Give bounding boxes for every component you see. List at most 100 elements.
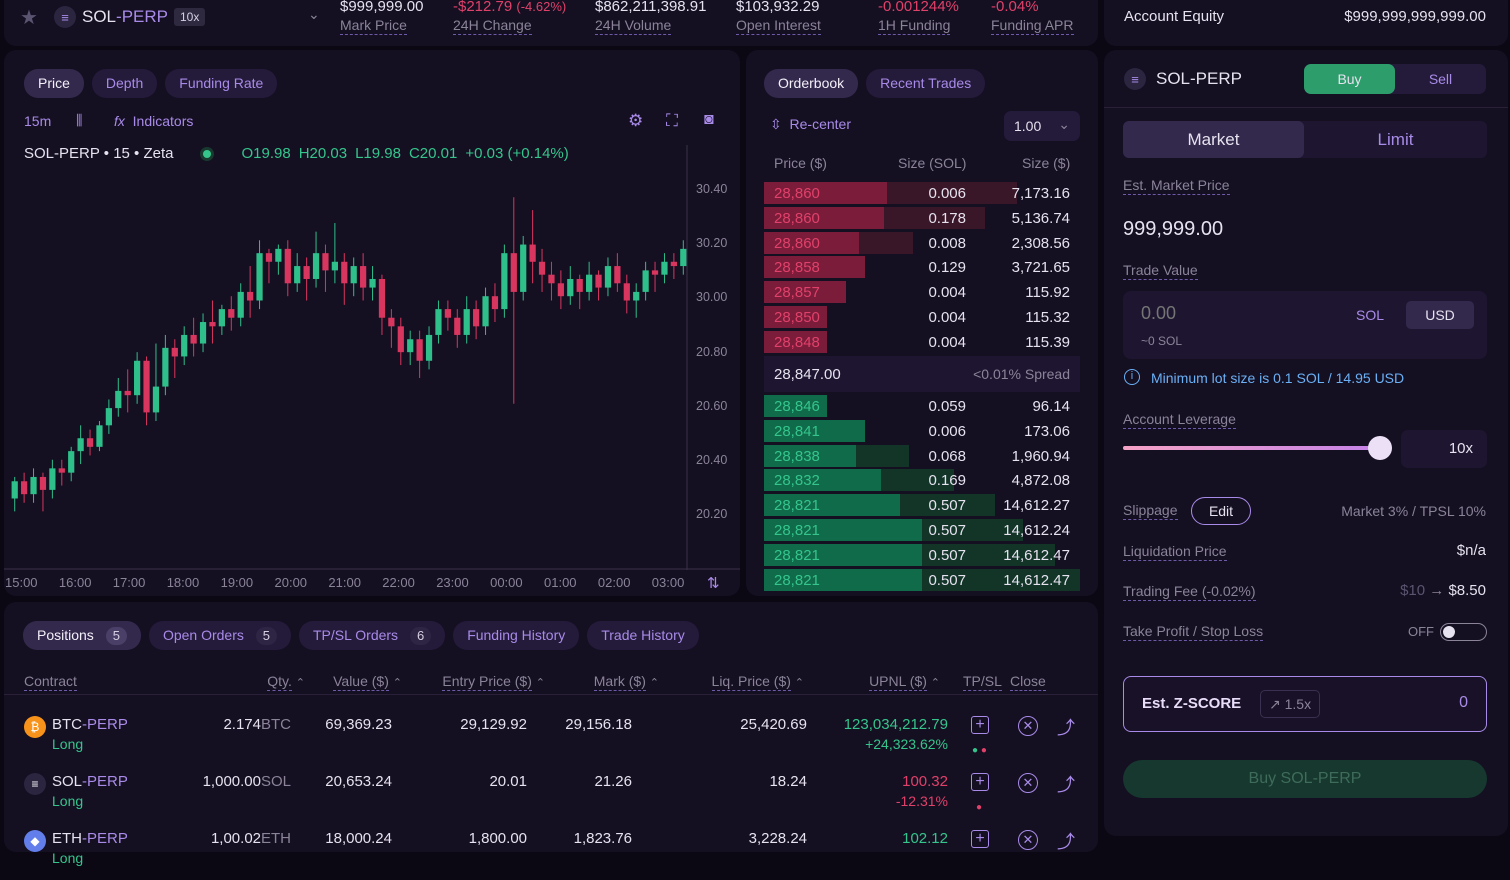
order-type-toggle: Market Limit	[1123, 121, 1487, 158]
fullscreen-icon[interactable]: ⛶	[666, 111, 678, 130]
star-icon[interactable]: ★	[20, 7, 38, 29]
ask-row[interactable]: 28,860 0.006 7,173.16	[764, 182, 1080, 206]
indicators-button[interactable]: fx Indicators	[114, 113, 194, 129]
x-tick-label: 01:00	[544, 575, 577, 590]
ask-row[interactable]: 28,860 0.178 5,136.74	[764, 206, 1080, 231]
tab-open-orders[interactable]: Open Orders 5	[148, 621, 291, 650]
candle-body	[397, 326, 404, 353]
column-header[interactable]: Entry Price ($) ⌃	[442, 673, 545, 691]
candle-type-icon[interactable]: ⫼	[76, 112, 83, 128]
column-header: Contract	[24, 673, 77, 691]
tick-size-select[interactable]: 1.00 ⌄	[1004, 111, 1080, 141]
position-qty: 1,000.00SOL	[202, 773, 291, 790]
candle-body	[247, 291, 254, 301]
tab-funding-history[interactable]: Funding History	[453, 621, 580, 650]
share-icon[interactable]: ⤴	[1057, 718, 1075, 738]
candle-body	[275, 248, 282, 262]
stat-1h-funding[interactable]: -0.001244% 1H Funding	[878, 0, 959, 35]
position-row[interactable]: ◆ ETH-PERP Long 1,00.02ETH 18,000.24 1,8…	[4, 830, 1098, 880]
settings-icon[interactable]: ⚙	[628, 111, 644, 130]
market-tab[interactable]: Market	[1123, 121, 1304, 158]
candlestick-chart[interactable]: 30.40 30.20 30.00 20.80 20.60 20.40 20.20 15:00…	[4, 50, 740, 596]
leverage-slider[interactable]	[1123, 436, 1392, 460]
stat-24h-volume[interactable]: $862,211,398.91 24H Volume	[595, 0, 707, 35]
sell-tab[interactable]: Sell	[1428, 71, 1453, 87]
column-header[interactable]: Value ($) ⌃	[333, 673, 402, 691]
bid-row[interactable]: 28,841 0.006 173.06	[764, 419, 1080, 444]
stat-24h-change[interactable]: -$212.79 (-4.62%) 24H Change	[453, 0, 566, 35]
add-tpsl-icon[interactable]: +	[971, 830, 989, 848]
tab-tp-sl-orders[interactable]: TP/SL Orders 6	[299, 621, 446, 650]
trade-value-input[interactable]	[1141, 303, 1321, 324]
bid-row[interactable]: 28,821 0.507 14,612.24	[764, 519, 1080, 543]
submit-buy-button[interactable]: Buy SOL-PERP	[1123, 760, 1487, 798]
candle-body	[134, 360, 141, 396]
bid-row[interactable]: 28,838 0.068 1,960.94	[764, 444, 1080, 469]
leverage-slider-handle[interactable]	[1367, 436, 1392, 460]
bid-row[interactable]: 28,821 0.507 14,612.47	[764, 543, 1080, 568]
stat-mark-price[interactable]: $999,999.00 Mark Price	[340, 0, 423, 35]
tab-price[interactable]: Price	[24, 69, 84, 98]
positions-panel: Positions 5 Open Orders 5 TP/SL Orders 6 Fu…	[4, 602, 1098, 852]
tab-depth[interactable]: Depth	[91, 69, 158, 98]
unit-usd-toggle[interactable]: USD	[1406, 301, 1474, 329]
limit-tab[interactable]: Limit	[1377, 130, 1414, 149]
share-icon[interactable]: ⤴	[1057, 832, 1075, 852]
bid-row[interactable]: 28,832 0.169 4,872.08	[764, 469, 1080, 493]
column-header[interactable]: Liq. Price ($) ⌃	[711, 673, 804, 691]
tab-orderbook[interactable]: Orderbook	[764, 69, 859, 98]
order-size-usd: 96.14	[1032, 398, 1070, 415]
est-market-price-value: 999,999.00	[1123, 218, 1224, 240]
recenter-button[interactable]: ⇳ Re-center	[770, 116, 851, 132]
leverage-value[interactable]: 10x	[1401, 430, 1487, 468]
btc-logo-icon: ₿	[24, 716, 46, 738]
bid-row[interactable]: 28,846 0.059 96.14	[764, 395, 1080, 419]
close-position-icon[interactable]: ✕	[1018, 773, 1038, 793]
tpsl-toggle[interactable]	[1440, 623, 1487, 641]
interval-selector[interactable]: 15m	[24, 113, 52, 129]
camera-icon[interactable]: ◙	[704, 111, 714, 128]
ask-row[interactable]: 28,857 0.004 115.92	[764, 281, 1080, 305]
bid-row[interactable]: 28,821 0.507 14,612.47	[764, 568, 1080, 593]
market-selector[interactable]: ≡ SOL-PERP 10x	[54, 6, 206, 28]
position-row[interactable]: ≡ SOL-PERP Long 1,000.00SOL 20,653.24 20…	[4, 773, 1098, 823]
ask-row[interactable]: 28,850 0.004 115.32	[764, 306, 1080, 330]
ask-row[interactable]: 28,860 0.008 2,308.56	[764, 231, 1080, 256]
zscore-box: Est. Z-SCORE ↗ 1.5x 0	[1123, 676, 1487, 732]
candle-body	[105, 408, 112, 426]
bid-row[interactable]: 28,821 0.507 14,612.27	[764, 494, 1080, 518]
ask-row[interactable]: 28,848 0.004 115.39	[764, 330, 1080, 355]
min-lot-notice: Minimum lot size is 0.1 SOL / 14.95 USD	[1151, 370, 1405, 386]
market-header: ★ ≡ SOL-PERP 10x ⌄ $999,999.00 Mark Price…	[4, 0, 1098, 46]
slippage-edit-button[interactable]: Edit	[1191, 497, 1251, 525]
est-market-price-label: Est. Market Price	[1123, 177, 1230, 195]
stat-funding-apr[interactable]: -0.04% Funding APR	[991, 0, 1074, 35]
share-icon[interactable]: ⤴	[1057, 775, 1075, 795]
order-size-usd: 115.39	[1025, 333, 1070, 351]
chevron-down-icon[interactable]: ⌄	[308, 6, 320, 22]
close-position-icon[interactable]: ✕	[1018, 830, 1038, 850]
column-header[interactable]: UPNL ($) ⌃	[869, 673, 940, 691]
column-header[interactable]: Qty. ⌃	[267, 673, 305, 691]
tab-recent-trades[interactable]: Recent Trades	[866, 69, 986, 98]
add-tpsl-icon[interactable]: +	[971, 773, 989, 791]
candle-body	[58, 468, 65, 473]
order-price: 28,832	[774, 472, 820, 490]
tab-trade-history[interactable]: Trade History	[587, 621, 699, 650]
add-tpsl-icon[interactable]: +	[971, 716, 989, 734]
column-header[interactable]: Mark ($) ⌃	[593, 673, 659, 691]
tab-positions[interactable]: Positions 5	[23, 621, 141, 650]
position-liq: 3,228.24	[748, 830, 807, 847]
position-row[interactable]: ₿ BTC-PERP Long 2.174BTC 69,369.23 29,12…	[4, 716, 1098, 766]
stat-open-interest[interactable]: $103,932.29 Open Interest	[736, 0, 821, 35]
order-price: 28,838	[774, 447, 820, 465]
tab-funding-rate[interactable]: Funding Rate	[165, 69, 278, 98]
ask-row[interactable]: 28,858 0.129 3,721.65	[764, 256, 1080, 280]
unit-sol-toggle[interactable]: SOL	[1356, 307, 1385, 323]
header-size-usd: Size ($)	[1022, 155, 1071, 171]
sort-icon: ⌃	[794, 677, 804, 689]
axis-settings-icon[interactable]: ⇅	[707, 574, 720, 592]
order-price: 28,821	[774, 546, 820, 564]
buy-tab[interactable]: Buy	[1304, 64, 1395, 94]
close-position-icon[interactable]: ✕	[1018, 716, 1038, 736]
